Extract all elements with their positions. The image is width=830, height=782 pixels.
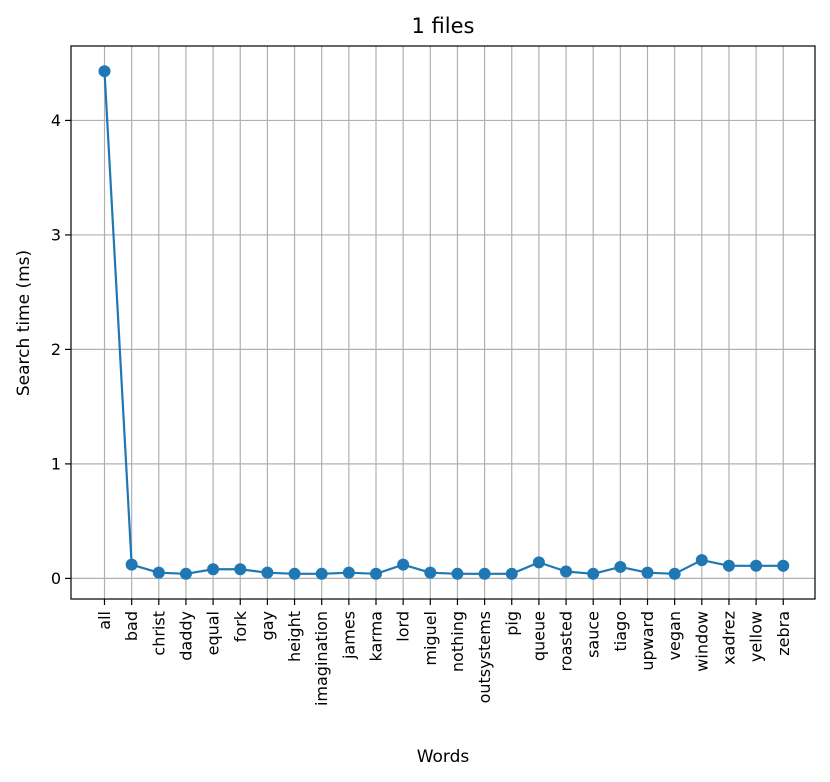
- marker-layer: [98, 65, 790, 580]
- x-tick-label: zebra: [774, 611, 793, 656]
- data-point: [234, 563, 247, 576]
- x-tick-label: bad: [122, 611, 141, 641]
- data-point: [587, 567, 600, 580]
- data-point: [424, 566, 437, 579]
- data-point: [451, 567, 464, 580]
- x-tick-label: christ: [149, 611, 168, 656]
- data-point: [750, 559, 763, 572]
- x-tick-label: roasted: [557, 611, 576, 671]
- x-tick-label: daddy: [176, 611, 195, 661]
- y-tick-label: 1: [51, 454, 61, 473]
- y-axis-ticks: 0 1 2 3 4: [51, 111, 71, 588]
- data-point: [397, 558, 410, 571]
- data-point: [614, 560, 627, 573]
- x-tick-label: nothing: [448, 611, 467, 672]
- x-tick-label: pig: [502, 611, 521, 636]
- x-tick-label: queue: [529, 611, 548, 661]
- y-tick-label: 4: [51, 111, 61, 130]
- grid-lines: [71, 46, 815, 599]
- data-point: [505, 567, 518, 580]
- y-axis-label: Search time (ms): [14, 250, 34, 396]
- x-tick-label: vegan: [665, 611, 684, 660]
- data-point: [478, 567, 491, 580]
- data-point: [532, 556, 545, 569]
- x-tick-label: karma: [367, 611, 386, 661]
- data-point: [179, 567, 192, 580]
- data-point: [125, 558, 138, 571]
- x-tick-label: james: [339, 611, 358, 660]
- data-point: [641, 566, 654, 579]
- x-tick-label: xadrez: [719, 611, 738, 665]
- data-point: [722, 559, 735, 572]
- data-point: [560, 565, 573, 578]
- data-point: [342, 566, 355, 579]
- plot-frame: [70, 45, 816, 600]
- x-axis-ticks: all bad christ daddy equal fork gay height imagi…: [95, 599, 793, 706]
- x-tick-label: miguel: [421, 611, 440, 666]
- x-tick-label: height: [285, 611, 304, 662]
- x-tick-label: equal: [204, 611, 223, 655]
- x-tick-label: yellow: [747, 611, 766, 662]
- y-tick-label: 3: [51, 225, 61, 244]
- y-tick-label: 2: [51, 340, 61, 359]
- data-point: [207, 563, 220, 576]
- x-tick-label: window: [692, 611, 711, 672]
- data-point: [288, 567, 301, 580]
- data-point: [98, 65, 111, 78]
- data-point: [152, 566, 165, 579]
- x-tick-label: lord: [394, 611, 413, 642]
- x-tick-label: all: [95, 611, 114, 630]
- x-tick-label: fork: [231, 610, 250, 642]
- x-tick-label: tiago: [611, 611, 630, 651]
- x-tick-label: imagination: [312, 611, 331, 706]
- data-point: [668, 567, 681, 580]
- data-point: [370, 567, 382, 580]
- chart-title: 1 files: [412, 14, 475, 38]
- data-point: [315, 567, 328, 580]
- x-tick-label: upward: [638, 611, 657, 671]
- x-tick-label: sauce: [584, 611, 603, 658]
- data-point: [695, 554, 708, 567]
- data-point: [261, 566, 274, 579]
- x-tick-label: outsystems: [475, 611, 494, 703]
- y-tick-label: 0: [51, 569, 61, 588]
- data-point: [777, 559, 790, 572]
- x-tick-label: gay: [258, 611, 277, 640]
- x-axis-label: Words: [417, 747, 470, 767]
